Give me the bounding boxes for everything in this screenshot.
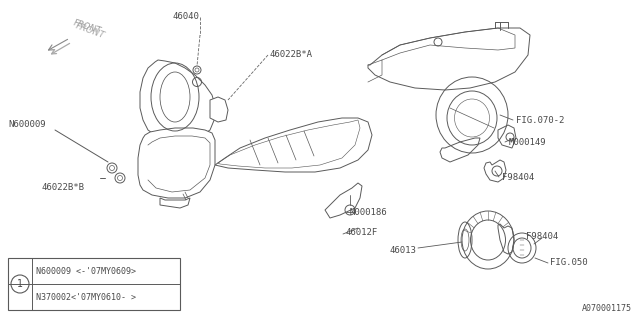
Polygon shape	[484, 160, 506, 182]
Polygon shape	[368, 28, 530, 90]
Text: FIG.050: FIG.050	[550, 258, 588, 267]
Text: 1: 1	[17, 279, 23, 289]
Polygon shape	[138, 128, 215, 198]
Polygon shape	[210, 97, 228, 122]
Text: FRONT: FRONT	[72, 19, 102, 36]
Polygon shape	[498, 224, 514, 254]
Text: FIG.070-2: FIG.070-2	[516, 116, 564, 125]
Text: A070001175: A070001175	[582, 304, 632, 313]
Text: M000186: M000186	[350, 208, 388, 217]
Text: F98404: F98404	[502, 173, 534, 182]
Text: 46040: 46040	[173, 12, 200, 21]
Text: 46013: 46013	[390, 246, 417, 255]
Text: N370002<'07MY0610- >: N370002<'07MY0610- >	[36, 292, 136, 301]
Polygon shape	[215, 118, 372, 172]
Text: M000149: M000149	[509, 138, 547, 147]
Text: 46012F: 46012F	[345, 228, 377, 237]
Polygon shape	[160, 198, 190, 208]
Text: N600009 <-'07MY0609>: N600009 <-'07MY0609>	[36, 267, 136, 276]
Text: N600009: N600009	[8, 120, 45, 129]
Polygon shape	[498, 125, 516, 148]
Text: FRONT: FRONT	[74, 21, 106, 40]
Polygon shape	[140, 60, 215, 140]
Polygon shape	[325, 183, 362, 218]
Text: 46022B*A: 46022B*A	[270, 50, 313, 59]
Text: 46022B*B: 46022B*B	[42, 183, 85, 192]
Polygon shape	[440, 138, 480, 162]
Bar	[8, 258, 180, 310]
Text: F98404: F98404	[526, 232, 558, 241]
